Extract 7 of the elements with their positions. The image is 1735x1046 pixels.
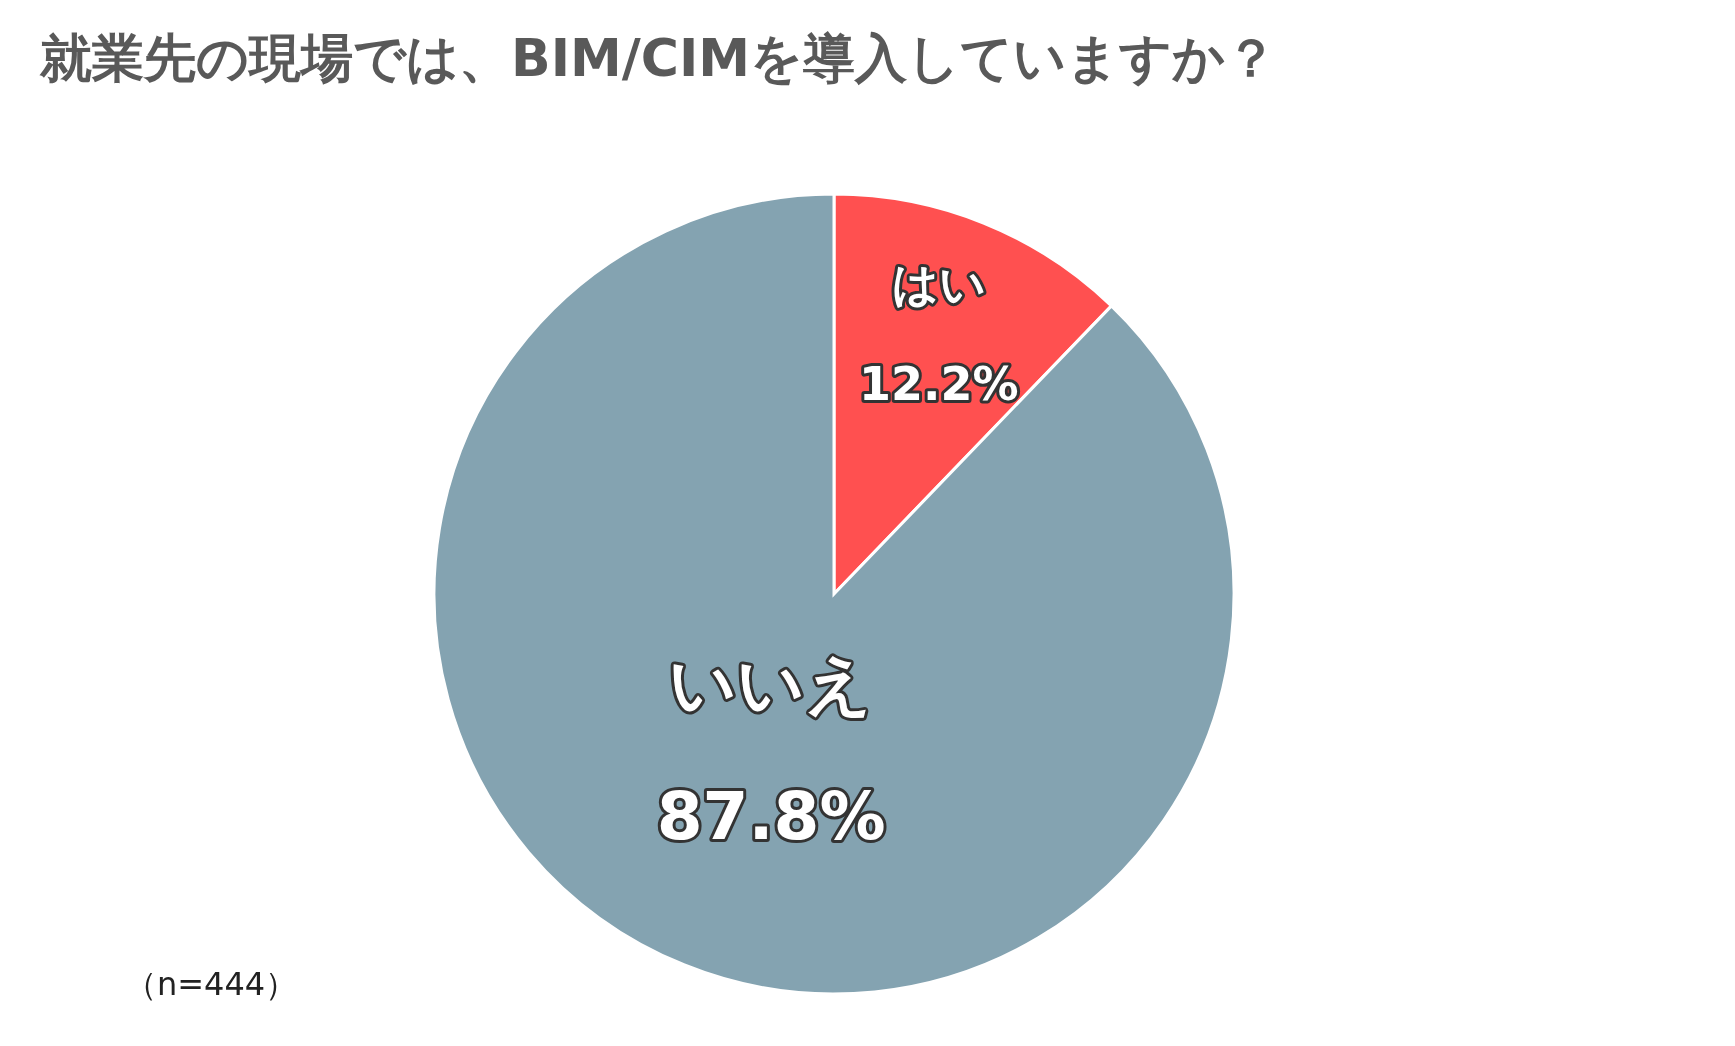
text: （n=444） — [125, 965, 298, 1003]
pie-slice — [432, 192, 1236, 995]
chart-title: 就業先の現場では、BIM/CIMを導入していますか？ — [39, 28, 1277, 88]
slice-label: いいえ — [669, 645, 874, 723]
data-label: 87.8% — [656, 777, 886, 855]
data-label: 12.2% — [858, 357, 1019, 412]
slice-label: はい — [891, 257, 986, 312]
